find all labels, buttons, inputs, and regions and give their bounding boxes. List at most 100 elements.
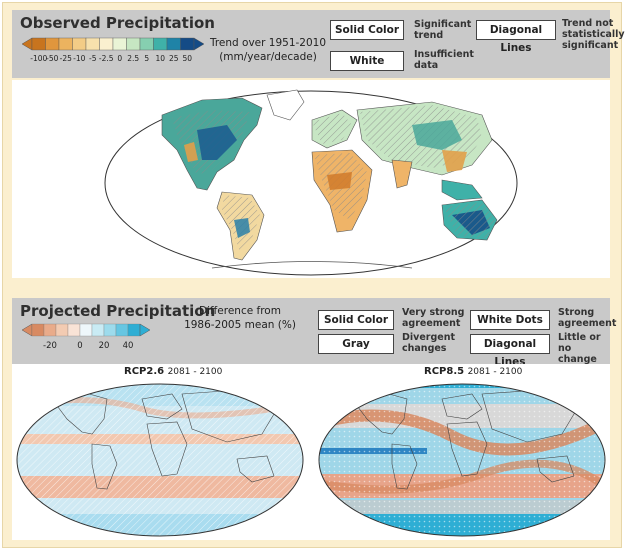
desc-line: Insufficient [414,49,474,60]
scale-swatch [112,37,127,51]
scale-swatch [31,37,46,51]
scale-tick-label: -5 [89,54,97,63]
india [391,159,413,189]
period-label: 2081 - 2100 [467,367,523,377]
scale-arrow-left [21,37,33,51]
desc-line: significant [562,40,619,51]
scale-swatch [126,37,141,51]
legend-diagonal-lines-box: Diagonal Lines [470,334,550,368]
scale-swatch [166,37,181,51]
trend-line-1: Trend over 1951-2010 [209,37,327,49]
rcp26-map [17,384,303,536]
observed-trend-label: Trend over 1951-2010 (mm/year/decade) [208,36,328,64]
legend-white-desc: Insufficient data [414,49,474,71]
desc-line: Trend not [562,18,614,29]
scale-swatch [99,37,114,51]
scale-swatch [72,37,87,51]
diff-line-1: Difference from [199,305,281,317]
scale-swatch [115,323,129,337]
projected-color-scale: -20 0 20 40 [21,323,151,351]
observed-header: Observed Precipitation -100 -50 -25 -10 -5 -2… [12,10,625,78]
legend-diagonal-desc: Trend not statistically significant [562,18,625,51]
diff-line-2: 1986-2005 mean (%) [184,319,296,331]
desc-line: changes [402,343,447,354]
trend-line-2: (mm/year/decade) [219,51,317,63]
legend-solid-color-desc: Very strong agreement [402,307,464,329]
scenario-label: RCP8.5 [424,366,465,377]
desc-line: statistically [562,29,625,40]
scale-tick-label: 40 [123,341,134,351]
desc-line: agreement [558,318,617,329]
scale-swatch [85,37,100,51]
scale-swatch [79,323,93,337]
desc-line: data [414,60,439,71]
observed-color-scale: -100-50 -25 -10 -5 -2.5 0 2.5 5 10 25 50 [21,37,205,63]
scale-swatch [43,323,57,337]
legend-solid-color-box: Solid Color [330,20,404,40]
observed-title: Observed Precipitation [20,14,215,32]
scale-tick-label: -2.5 [99,54,114,63]
scale-tick-label: -50 [46,54,58,63]
projected-title: Projected Precipitation [20,302,216,320]
desc-line: Significant [414,19,472,30]
observed-map-panel [12,80,610,278]
scale-tick-label: 0 [77,341,82,351]
rcp26-outline [16,383,304,537]
projected-header: Projected Precipitation -20 0 20 40 Differe… [12,298,616,368]
legend-solid-color-desc: Significant trend [414,19,471,41]
observed-world-map [104,89,518,276]
scale-arrow-right [193,37,205,51]
rcp85-outline [318,383,606,537]
scale-arrow-left [21,323,33,337]
legend-solid-color-box: Solid Color [318,310,394,330]
scale-swatch [103,323,117,337]
scale-swatch [91,323,105,337]
scale-swatch [58,37,73,51]
scale-swatch [180,37,195,51]
scale-swatch [45,37,60,51]
desc-line: Divergent [402,332,456,343]
legend-white-dots-box: White Dots [470,310,550,330]
scale-tick-label: 25 [169,54,179,63]
scale-swatch [31,323,45,337]
scale-swatch [67,323,81,337]
projected-diff-label: Difference from 1986-2005 mean (%) [180,304,300,332]
scale-tick-label: -25 [60,54,72,63]
projected-world-maps [16,383,606,537]
scale-tick-label: 10 [155,54,165,63]
desc-line: Strong [558,307,595,318]
scale-tick-label: -10 [73,54,85,63]
desc-line: Little or [558,332,601,343]
scale-tick-label: 5 [144,54,149,63]
scale-arrow-right [139,323,151,337]
legend-gray-box: Gray [318,334,394,354]
period-label: 2081 - 2100 [167,367,223,377]
desc-line: trend [414,30,444,41]
desc-line: agreement [402,318,461,329]
projected-maps-panel: RCP2.6 2081 - 2100 RCP8.5 2081 - 2100 [12,364,610,540]
legend-white-dots-desc: Strong agreement [558,307,616,329]
map-title-rcp85: RCP8.5 2081 - 2100 [424,366,522,377]
legend-white-box: White [330,51,404,71]
scale-swatch [55,323,69,337]
scale-tick-label: -20 [43,341,57,351]
scale-swatch [153,37,168,51]
map-title-rcp26: RCP2.6 2081 - 2100 [124,366,222,377]
scale-tick-label: 50 [182,54,192,63]
desc-line: no change [558,343,597,365]
scale-tick-label: 0 [117,54,122,63]
scale-tick-label: 2.5 [127,54,139,63]
scale-tick-label: 20 [99,341,110,351]
scale-swatch [127,323,141,337]
southeast-asia [441,179,483,201]
scale-tick-label: -100 [30,54,47,63]
legend-diagonal-desc: Little or no change [558,332,610,365]
legend-diagonal-lines-box: Diagonal Lines [476,20,556,54]
scale-swatch [139,37,154,51]
legend-gray-desc: Divergent changes [402,332,455,354]
desc-line: Very strong [402,307,465,318]
greenland [266,89,305,121]
rcp85-map [319,384,605,536]
antarctica [211,261,413,269]
scenario-label: RCP2.6 [124,366,165,377]
